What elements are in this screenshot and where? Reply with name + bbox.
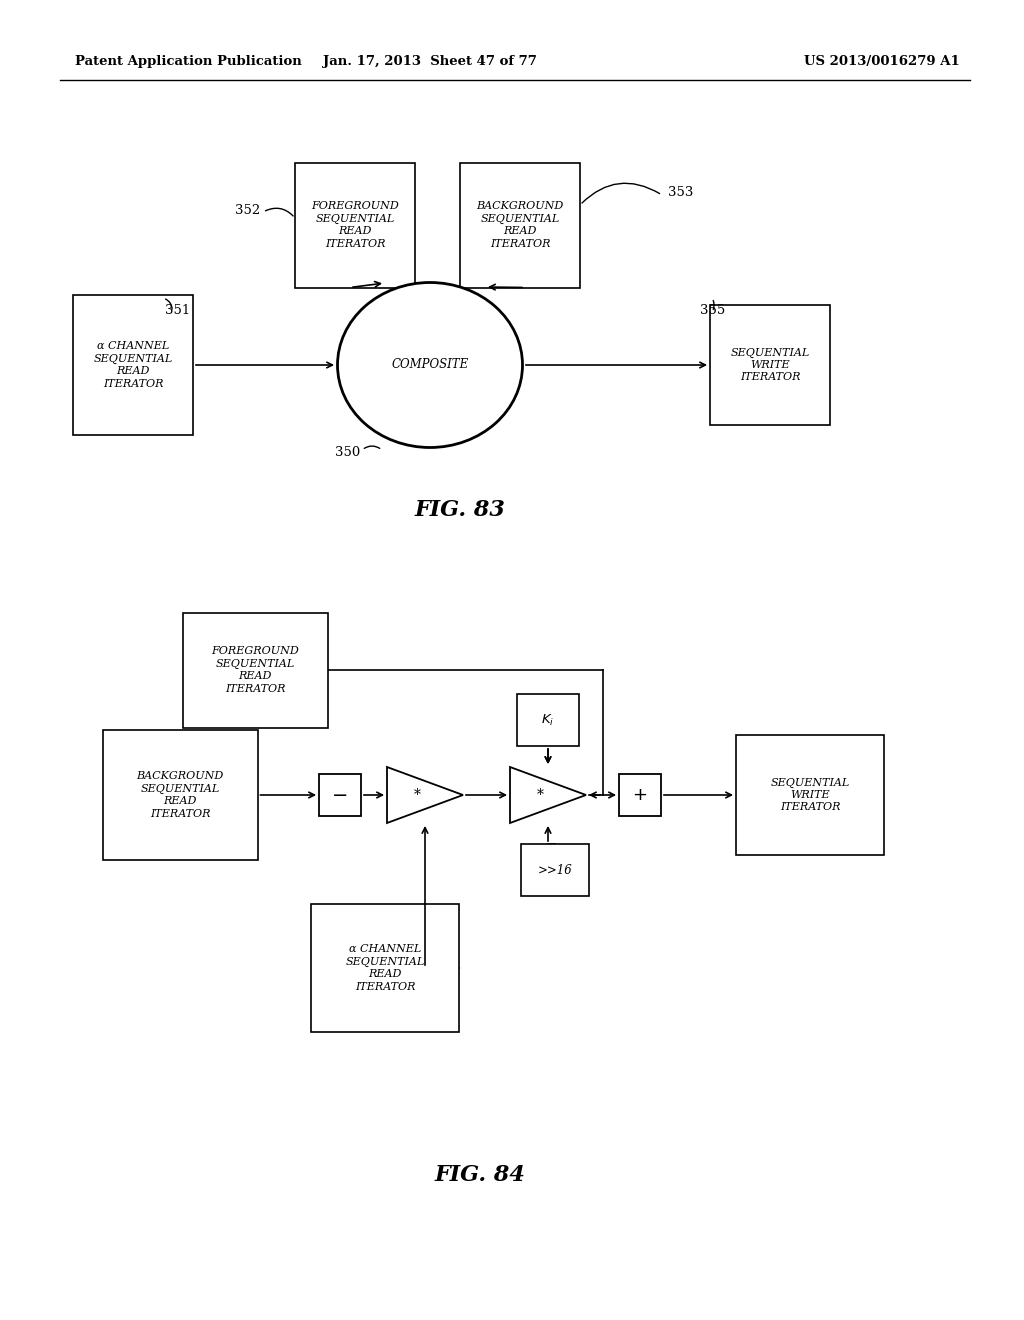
Text: Patent Application Publication: Patent Application Publication bbox=[75, 55, 302, 69]
Text: α CHANNEL
SEQUENTIAL
READ
ITERATOR: α CHANNEL SEQUENTIAL READ ITERATOR bbox=[93, 342, 173, 388]
FancyBboxPatch shape bbox=[319, 774, 361, 816]
FancyBboxPatch shape bbox=[460, 162, 580, 288]
Text: BACKGROUND
SEQUENTIAL
READ
ITERATOR: BACKGROUND SEQUENTIAL READ ITERATOR bbox=[136, 771, 223, 818]
Text: 353: 353 bbox=[668, 186, 693, 199]
Text: $K_i$: $K_i$ bbox=[542, 713, 555, 727]
FancyBboxPatch shape bbox=[102, 730, 257, 861]
FancyBboxPatch shape bbox=[311, 904, 459, 1032]
Text: COMPOSITE: COMPOSITE bbox=[391, 359, 469, 371]
Text: >>16: >>16 bbox=[538, 863, 572, 876]
Text: FOREGROUND
SEQUENTIAL
READ
ITERATOR: FOREGROUND SEQUENTIAL READ ITERATOR bbox=[211, 647, 299, 693]
Text: SEQUENTIAL
WRITE
ITERATOR: SEQUENTIAL WRITE ITERATOR bbox=[730, 347, 810, 383]
Text: SEQUENTIAL
WRITE
ITERATOR: SEQUENTIAL WRITE ITERATOR bbox=[770, 777, 850, 812]
Text: 352: 352 bbox=[236, 203, 261, 216]
FancyBboxPatch shape bbox=[73, 294, 193, 436]
FancyBboxPatch shape bbox=[517, 694, 579, 746]
FancyBboxPatch shape bbox=[618, 774, 662, 816]
Polygon shape bbox=[387, 767, 463, 822]
Text: +: + bbox=[633, 785, 647, 804]
Text: FIG. 84: FIG. 84 bbox=[434, 1164, 525, 1185]
FancyBboxPatch shape bbox=[521, 843, 589, 896]
FancyBboxPatch shape bbox=[182, 612, 328, 727]
Text: US 2013/0016279 A1: US 2013/0016279 A1 bbox=[804, 55, 961, 69]
Text: 351: 351 bbox=[165, 304, 190, 317]
Text: *: * bbox=[414, 788, 421, 803]
FancyBboxPatch shape bbox=[736, 735, 884, 855]
Text: *: * bbox=[537, 788, 544, 803]
Text: α CHANNEL
SEQUENTIAL
READ
ITERATOR: α CHANNEL SEQUENTIAL READ ITERATOR bbox=[345, 944, 425, 991]
FancyBboxPatch shape bbox=[710, 305, 830, 425]
Text: −: − bbox=[332, 785, 348, 804]
Text: Jan. 17, 2013  Sheet 47 of 77: Jan. 17, 2013 Sheet 47 of 77 bbox=[323, 55, 537, 69]
FancyBboxPatch shape bbox=[295, 162, 415, 288]
Text: 350: 350 bbox=[336, 446, 360, 458]
Text: BACKGROUND
SEQUENTIAL
READ
ITERATOR: BACKGROUND SEQUENTIAL READ ITERATOR bbox=[476, 202, 563, 248]
Ellipse shape bbox=[338, 282, 522, 447]
Text: FOREGROUND
SEQUENTIAL
READ
ITERATOR: FOREGROUND SEQUENTIAL READ ITERATOR bbox=[311, 202, 399, 248]
Text: 355: 355 bbox=[700, 304, 725, 317]
Text: FIG. 83: FIG. 83 bbox=[415, 499, 506, 521]
Polygon shape bbox=[510, 767, 586, 822]
